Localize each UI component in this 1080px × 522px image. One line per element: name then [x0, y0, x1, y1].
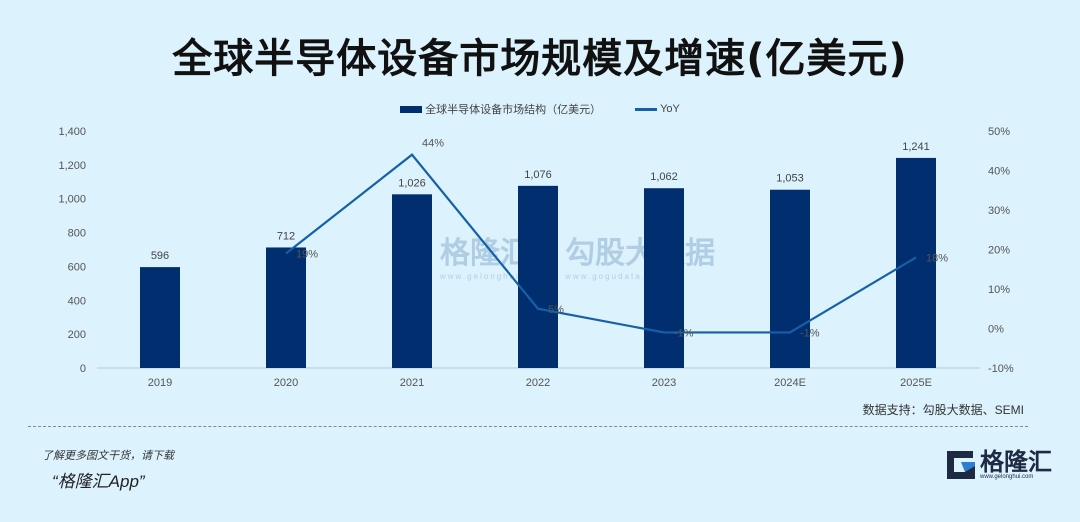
bar-2020 — [266, 247, 306, 368]
bar-swatch-icon — [400, 105, 423, 113]
legend-line-label: YoY — [660, 103, 680, 115]
bar-value-label: 1,076 — [524, 169, 552, 181]
left-axis-tick: 1,400 — [58, 126, 86, 138]
logo-name: 格隆汇 — [980, 448, 1052, 476]
chart-plot: 0 200 400 600 800 1,000 1,200 1,400 -10% 0% 10% 20%… — [58, 126, 1014, 389]
x-axis-tick: 2021 — [400, 377, 424, 389]
legend-item-line: YoY — [635, 103, 680, 115]
bar-2022 — [518, 185, 558, 368]
right-axis-tick: 10% — [988, 284, 1010, 296]
right-axis-tick: 50% — [988, 126, 1010, 138]
promo-text: 了解更多图文干货，请下载 — [42, 450, 174, 462]
right-axis-tick: 0% — [988, 324, 1004, 336]
bar-2019 — [140, 267, 180, 368]
legend-bar-label: 全球半导体设备市场结构（亿美元） — [425, 104, 602, 116]
divider — [28, 426, 1028, 427]
x-axis-tick: 2020 — [274, 377, 298, 389]
x-axis-tick: 2025E — [900, 377, 932, 389]
brand-logo: 格隆汇 www.gelonghui.com — [946, 450, 1052, 480]
left-axis-tick: 600 — [68, 261, 86, 273]
yoy-value-label: 19% — [296, 248, 318, 260]
right-axis-tick: 30% — [988, 205, 1010, 217]
line-swatch-icon — [635, 107, 658, 111]
legend-item-bar: 全球半导体设备市场结构（亿美元） — [400, 101, 601, 117]
left-axis-tick: 400 — [68, 295, 86, 307]
yoy-value-label: 44% — [422, 138, 444, 150]
bar-value-label: 1,053 — [776, 173, 804, 185]
bar-2025E — [896, 157, 936, 368]
x-axis-tick: 2022 — [526, 377, 550, 389]
bar-value-label: 1,241 — [902, 141, 930, 153]
promo-app-name: “格隆汇App” — [52, 472, 145, 491]
right-axis-tick: 20% — [988, 245, 1010, 257]
bar-value-label: 1,026 — [398, 177, 426, 189]
left-axis-tick: 0 — [80, 363, 86, 375]
data-source: 数据支持：勾股大数据、SEMI — [862, 403, 1024, 417]
bar-2023 — [644, 188, 684, 368]
yoy-value-label: -1% — [674, 327, 694, 339]
left-axis-tick: 1,200 — [58, 160, 86, 172]
yoy-line — [285, 153, 917, 334]
right-axis-tick: 40% — [988, 166, 1010, 178]
yoy-value-label: 18% — [926, 252, 948, 264]
bar-2021 — [392, 194, 432, 368]
bar-value-label: 596 — [151, 250, 169, 262]
bar-value-label: 712 — [277, 230, 295, 242]
left-axis-tick: 200 — [68, 329, 86, 341]
yoy-value-label: 5% — [548, 304, 564, 316]
bar-value-label: 1,062 — [650, 171, 678, 183]
x-axis-tick: 2019 — [148, 377, 172, 389]
right-axis-tick: -10% — [988, 363, 1014, 375]
logo-url: www.gelonghui.com — [980, 474, 1034, 480]
chart-title: 全球半导体设备市场规模及增速(亿美元) — [172, 36, 908, 82]
gelonghui-logo-icon — [947, 451, 975, 479]
x-axis-tick: 2023 — [652, 377, 676, 389]
chart-legend: 全球半导体设备市场结构（亿美元） YoY — [0, 101, 1080, 117]
left-axis-tick: 1,000 — [58, 194, 86, 206]
x-axis-tick: 2024E — [774, 377, 806, 389]
bar-2024E — [770, 189, 810, 368]
yoy-value-label: -1% — [800, 327, 820, 339]
left-axis-tick: 800 — [68, 228, 86, 240]
